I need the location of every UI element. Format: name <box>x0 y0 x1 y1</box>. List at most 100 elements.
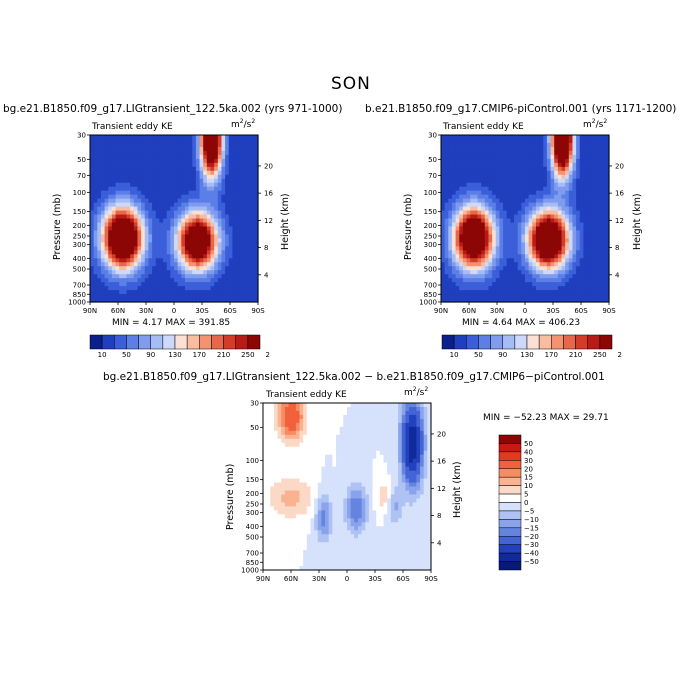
panel2-cell <box>598 242 603 247</box>
panel3-cell <box>277 474 282 480</box>
panel1-cell <box>221 242 226 247</box>
panel1-cell <box>137 158 142 164</box>
panel2-cell <box>503 194 508 200</box>
panel1-cell <box>228 270 234 275</box>
panel2-cell <box>448 210 453 216</box>
panel3-cell <box>339 414 344 420</box>
panel2-cell <box>532 202 537 208</box>
panel1-cell <box>210 146 215 152</box>
panel2-cb-swatch <box>490 334 503 350</box>
panel2-cell <box>546 242 552 247</box>
panel3-cell <box>317 534 323 539</box>
panel2-cell <box>481 266 486 271</box>
panel2-cell <box>528 298 533 303</box>
panel1-cell <box>188 166 193 172</box>
panel2-cell <box>451 278 457 283</box>
panel1-cell <box>217 218 223 224</box>
panel3-cell <box>263 506 268 511</box>
panel1-cell <box>247 282 252 287</box>
panel2-cell <box>561 222 566 228</box>
panel1-cell <box>206 230 212 236</box>
panel2-cell <box>594 154 599 160</box>
panel3-cell <box>317 526 323 531</box>
panel1-cell <box>221 234 226 239</box>
panel2-cell <box>561 178 566 184</box>
panel1-cell <box>177 246 182 251</box>
panel3-cell <box>317 494 323 500</box>
panel2-cell <box>444 230 449 236</box>
panel2-cell <box>499 190 504 196</box>
panel1-cell <box>141 142 146 148</box>
panel3-cell <box>343 554 348 559</box>
panel1-cell <box>166 174 171 180</box>
panel2-cell <box>598 154 603 160</box>
panel2-cell <box>568 246 574 251</box>
panel3-cell <box>314 546 319 551</box>
panel2-cell <box>587 262 592 267</box>
panel2-cell <box>506 138 511 144</box>
panel3-cell <box>266 514 271 519</box>
panel2-cell <box>517 150 522 156</box>
panel1-cell <box>144 146 150 152</box>
panel1-cell <box>141 174 146 180</box>
panel1-cell <box>184 254 190 259</box>
panel1-cell <box>221 270 226 275</box>
panel1-cell <box>199 194 204 200</box>
panel2-cell <box>554 274 559 279</box>
panel1-cell <box>90 202 95 208</box>
panel1-cell <box>228 274 234 279</box>
panel3-cell <box>292 530 297 535</box>
panel1-cb-label: 210 <box>217 351 230 359</box>
panel2-cell <box>503 250 508 255</box>
panel3-cell <box>281 550 286 555</box>
panel3-cell <box>263 426 268 432</box>
panel1-cell <box>97 270 102 275</box>
panel3-cell <box>310 538 315 543</box>
panel1-cell <box>181 270 186 275</box>
panel2-cell <box>459 190 464 196</box>
panel2-cell <box>590 242 595 247</box>
panel2-cell <box>514 290 519 295</box>
panel2-cell <box>605 286 610 291</box>
panel1-cell <box>108 274 113 279</box>
panel1-cell <box>163 230 168 236</box>
panel2-cell <box>583 258 588 263</box>
panel2-cell <box>590 158 595 164</box>
panel2-cell <box>561 158 566 164</box>
panel1-cell <box>188 282 193 287</box>
panel3-cell <box>314 554 319 559</box>
panel2-cb-label: 130 <box>520 351 533 359</box>
panel1-cell <box>148 206 153 212</box>
panel1-cell <box>192 266 197 271</box>
panel2-cell <box>484 282 490 287</box>
panel2-cell <box>459 206 464 212</box>
panel3-cell <box>299 478 304 484</box>
panel1-cell <box>221 278 226 283</box>
panel2-cell <box>557 278 563 283</box>
panel3-cell <box>306 530 312 535</box>
panel2-cell <box>441 250 446 255</box>
panel2-cell <box>605 162 610 168</box>
panel2-cell <box>579 278 585 283</box>
panel2-cell <box>466 254 471 259</box>
panel3-cell <box>263 478 268 484</box>
panel1-cell <box>126 234 131 239</box>
panel3-cell <box>284 542 290 547</box>
panel2-cell <box>557 170 563 176</box>
panel1-cell <box>174 286 179 291</box>
panel2-cell <box>568 138 574 144</box>
panel3-cell <box>295 478 301 484</box>
panel1-cell <box>90 210 95 216</box>
panel2-cell <box>477 278 482 283</box>
panel2-cell <box>477 294 482 299</box>
panel1-cell <box>122 246 128 251</box>
panel2-cell <box>473 138 479 144</box>
panel2-cell <box>481 222 486 228</box>
panel1-cell <box>148 282 153 287</box>
panel1-cell <box>170 250 175 255</box>
panel1-cell <box>122 258 128 263</box>
panel1-cell <box>236 138 241 144</box>
panel1-cell <box>217 186 223 192</box>
panel1-cell <box>97 198 102 204</box>
panel1-cell <box>236 222 241 228</box>
